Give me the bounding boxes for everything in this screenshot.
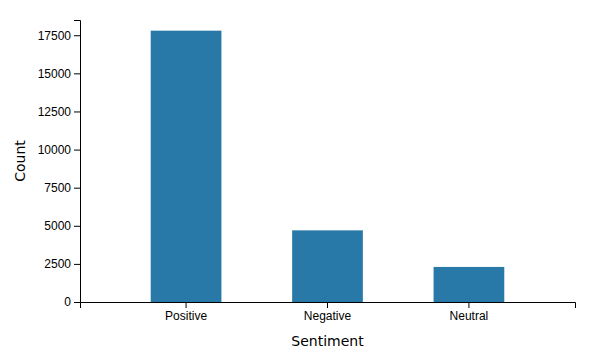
tick: 0 <box>64 295 80 309</box>
tick: 5000 <box>44 219 80 233</box>
chart: Positive Negative Neutral 0 2500 5000 7500 1000… <box>0 0 600 360</box>
tick-mark <box>74 188 80 189</box>
tick: 10000 <box>38 143 80 157</box>
tick-label: 7500 <box>44 181 71 195</box>
tick-mark <box>74 73 80 74</box>
tick-mark <box>74 111 80 112</box>
tick-label: Neutral <box>450 309 489 323</box>
tick-label: 12500 <box>38 105 72 119</box>
tick-mark <box>468 302 469 308</box>
x-axis-title: Sentiment <box>291 333 364 349</box>
tick-mark <box>186 302 187 308</box>
tick-label: 15000 <box>38 67 72 81</box>
tick-mark <box>74 226 80 227</box>
bar <box>292 230 363 302</box>
tick-label: 10000 <box>38 143 72 157</box>
tick-label: 0 <box>64 295 71 309</box>
tick: 17500 <box>38 29 80 43</box>
x-axis: Positive Negative Neutral <box>81 302 576 323</box>
bar <box>151 31 222 302</box>
tick-mark <box>74 150 80 151</box>
axis-line <box>81 303 576 309</box>
y-axis: 0 2500 5000 7500 10000 12500 15000 17500 <box>38 21 81 310</box>
tick-label: Positive <box>165 309 207 323</box>
tick-label: Negative <box>304 309 352 323</box>
tick-label: 2500 <box>44 257 71 271</box>
tick-mark <box>74 35 80 36</box>
y-axis-title: Count <box>12 140 28 182</box>
tick: Positive <box>165 302 207 323</box>
tick: Negative <box>304 302 352 323</box>
tick-mark <box>74 302 80 303</box>
tick-mark <box>327 302 328 308</box>
axis-line <box>74 21 81 303</box>
tick-mark <box>74 264 80 265</box>
tick: 12500 <box>38 105 80 119</box>
tick: 7500 <box>44 181 80 195</box>
tick: Neutral <box>450 302 489 323</box>
tick-label: 17500 <box>38 29 72 43</box>
tick-label: 5000 <box>44 219 71 233</box>
bar <box>434 267 505 302</box>
plot-area <box>151 31 505 302</box>
tick: 2500 <box>44 257 80 271</box>
tick: 15000 <box>38 67 80 81</box>
